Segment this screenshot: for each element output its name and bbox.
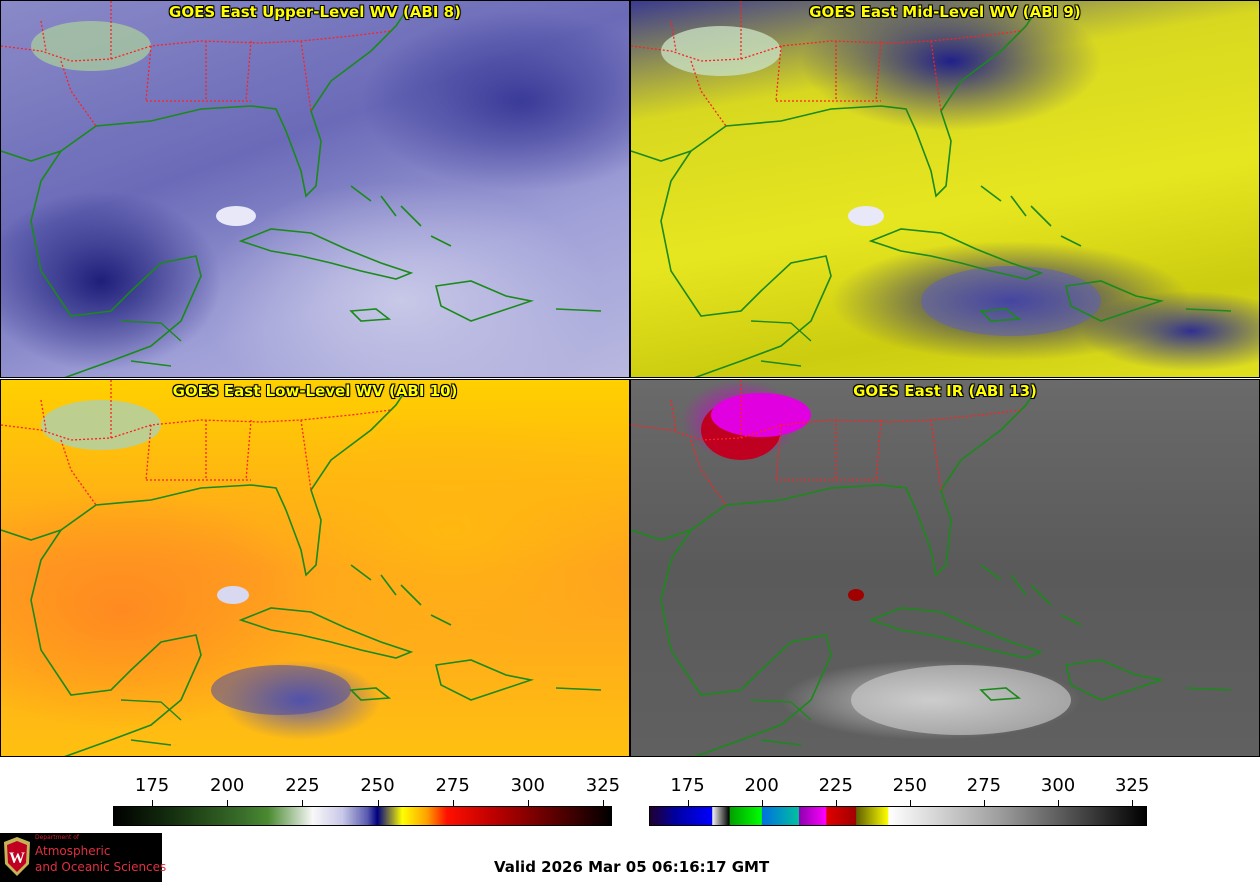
panel-title: GOES East Low-Level WV (ABI 10) bbox=[172, 382, 458, 400]
colorbar-tick bbox=[761, 800, 763, 806]
colorbar-tick bbox=[152, 800, 154, 806]
map-overlay bbox=[631, 1, 1232, 377]
colorbar-infrared bbox=[649, 806, 1147, 826]
colorbar-tick bbox=[602, 800, 604, 806]
map-overlay bbox=[1, 380, 602, 756]
map-overlay bbox=[631, 380, 1232, 756]
panel-title: GOES East Mid-Level WV (ABI 9) bbox=[809, 3, 1081, 21]
colorbar-tick-label: 325 bbox=[1114, 775, 1150, 796]
colorbar-tick bbox=[227, 800, 229, 806]
panel-upper-level-wv: GOES East Upper-Level WV (ABI 8) bbox=[0, 0, 630, 378]
valid-time: Valid 2026 Mar 05 06:16:17 GMT bbox=[494, 858, 770, 876]
colorbar-tick bbox=[687, 800, 689, 806]
panel-title: GOES East Upper-Level WV (ABI 8) bbox=[169, 3, 461, 21]
colorbar-tick-label: 225 bbox=[285, 775, 320, 796]
svg-text:W: W bbox=[9, 850, 25, 867]
colorbar-tick bbox=[983, 800, 985, 806]
colorbar-tick-label: 250 bbox=[360, 775, 395, 796]
colorbar-tick bbox=[835, 800, 837, 806]
colorbar-tick-label: 275 bbox=[435, 775, 470, 796]
colorbar-tick-label: 200 bbox=[744, 775, 779, 796]
logo-department: Department of bbox=[35, 834, 79, 841]
panel-title: GOES East IR (ABI 13) bbox=[853, 382, 1037, 400]
logo-name: Atmospheric and Oceanic Sciences bbox=[35, 843, 166, 875]
colorbar-tick bbox=[909, 800, 911, 806]
colorbar-tick-label: 250 bbox=[892, 775, 928, 796]
map-overlay bbox=[1, 1, 602, 377]
colorbar-tick-label: 300 bbox=[510, 775, 545, 796]
colorbar-tick-label: 225 bbox=[818, 775, 853, 796]
panel-mid-level-wv: GOES East Mid-Level WV (ABI 9) bbox=[630, 0, 1260, 378]
colorbar-tick bbox=[377, 800, 379, 806]
colorbar-tick-label: 275 bbox=[966, 775, 1002, 796]
logo-line3: and Oceanic Sciences bbox=[35, 860, 167, 874]
colorbar-tick-label: 325 bbox=[585, 775, 621, 796]
colorbar-tick bbox=[1058, 800, 1060, 806]
colorbar-tick bbox=[1132, 800, 1134, 806]
aos-logo: W Department of Atmospheric and Oceanic S… bbox=[0, 833, 166, 882]
colorbar-tick bbox=[452, 800, 454, 806]
panel-ir: GOES East IR (ABI 13) bbox=[630, 379, 1260, 757]
colorbar-tick bbox=[302, 800, 304, 806]
colorbar-water-vapor bbox=[113, 806, 612, 826]
panel-low-level-wv: GOES East Low-Level WV (ABI 10) bbox=[0, 379, 630, 757]
uw-crest-icon: W bbox=[4, 837, 30, 876]
colorbar-tick-label: 200 bbox=[210, 775, 245, 796]
colorbar-tick-label: 175 bbox=[134, 775, 170, 796]
colorbar-tick-label: 300 bbox=[1040, 775, 1076, 796]
logo-line2: Atmospheric bbox=[35, 844, 111, 858]
colorbar-tick-label: 175 bbox=[670, 775, 705, 796]
colorbar-tick bbox=[527, 800, 529, 806]
